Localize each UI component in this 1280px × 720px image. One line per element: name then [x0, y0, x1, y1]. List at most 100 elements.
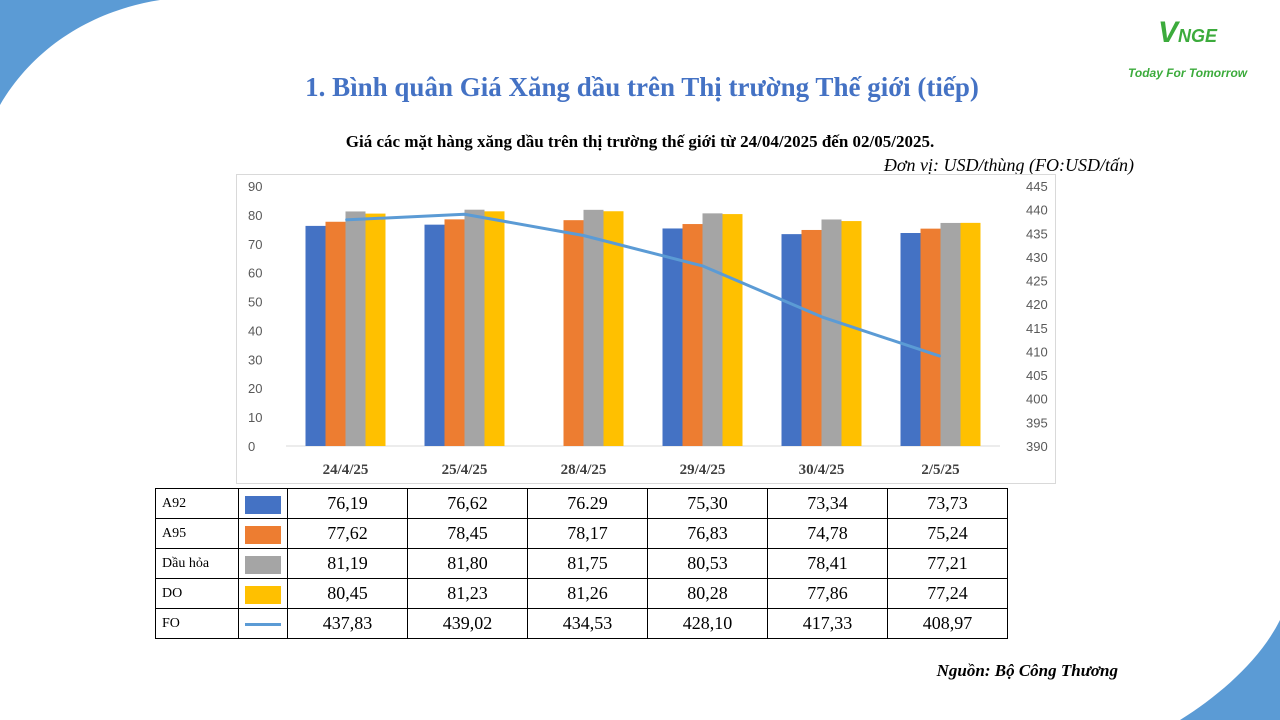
y-right-tick-label: 395: [1026, 415, 1048, 430]
data-cell: 437,83: [287, 608, 408, 639]
data-cell: 77,21: [887, 548, 1008, 579]
y-right-tick-label: 425: [1026, 274, 1048, 289]
bar-a95: [801, 229, 822, 446]
y-right-tick-label: 415: [1026, 321, 1048, 336]
bar-dầu-hỏa: [345, 211, 366, 446]
fo-point: [583, 234, 584, 236]
series-name: A92: [155, 488, 239, 519]
data-cell: 77,62: [287, 518, 408, 549]
x-tick-label: 28/4/25: [561, 462, 607, 478]
fo-line: [345, 212, 941, 358]
bar-a95: [444, 219, 465, 446]
legend-key: [238, 518, 288, 549]
data-cell: 76,19: [287, 488, 408, 519]
data-cell: 76,83: [647, 518, 768, 549]
y-right-tick-label: 430: [1026, 250, 1048, 265]
page-title: 1. Bình quân Giá Xăng dầu trên Thị trườn…: [305, 72, 979, 102]
x-tick-label: 25/4/25: [442, 462, 488, 478]
x-tick-label: 29/4/25: [680, 462, 726, 478]
data-cell: 81,80: [407, 548, 528, 579]
y-left-tick-label: 80: [248, 208, 262, 223]
bar-dầu-hỏa: [464, 209, 485, 446]
data-table: A92 76,19 76,62 76.29 75,30 73,34 73,73 A95 77,6…: [155, 488, 1008, 639]
y-left-tick-label: 40: [248, 323, 262, 338]
data-cell: 75,24: [887, 518, 1008, 549]
data-cell: 75,30: [647, 488, 768, 519]
table-row: DO 80,45 81,23 81,26 80,28 77,86 77,24: [155, 578, 1008, 609]
y-right-tick-label: 405: [1026, 368, 1048, 383]
x-tick-label: 24/4/25: [323, 462, 369, 478]
data-cell: 439,02: [407, 608, 528, 639]
data-cell: 81,23: [407, 578, 528, 609]
data-cell: 81,26: [527, 578, 648, 609]
legend-key: [238, 608, 288, 639]
y-right-tick-label: 390: [1026, 439, 1048, 454]
table-row: A92 76,19 76,62 76.29 75,30 73,34 73,73: [155, 488, 1008, 519]
bar-a95: [325, 221, 346, 446]
bar-dầu-hỏa: [821, 219, 842, 446]
bar-do: [722, 214, 743, 446]
combo-chart: 0 10 20 30 40 50 60 70 80 90 390 395 400 405 410 415 420…: [248, 179, 1048, 478]
legend-swatch: [245, 585, 281, 604]
legend-swatch: [245, 623, 281, 627]
data-cell: 434,53: [527, 608, 648, 639]
bar-dầu-hỏa: [940, 222, 961, 446]
bar-dầu-hỏa: [583, 209, 604, 446]
bar-a92: [305, 225, 326, 446]
bar-a92: [900, 233, 921, 446]
series-name: DO: [155, 578, 239, 609]
legend-key: [238, 548, 288, 579]
data-cell: 76,62: [407, 488, 528, 519]
bar-a92: [781, 234, 802, 446]
logo-mark: VNGE: [1158, 16, 1218, 49]
bar-do: [841, 221, 862, 446]
data-cell: 78,41: [767, 548, 888, 579]
data-cell: 78,45: [407, 518, 528, 549]
y-left-tick-label: 20: [248, 381, 262, 396]
y-right-tick-label: 400: [1026, 392, 1048, 407]
y-left-tick-label: 0: [248, 439, 255, 454]
bar-a95: [920, 228, 941, 446]
logo-tagline: Today For Tomorrow: [1128, 66, 1248, 80]
data-cell: 74,78: [767, 518, 888, 549]
data-cell: 428,10: [647, 608, 768, 639]
data-cell: 76.29: [527, 488, 648, 519]
y-left-tick-label: 30: [248, 352, 262, 367]
data-cell: 80,28: [647, 578, 768, 609]
y-left-tick-label: 90: [248, 179, 262, 194]
y-left-tick-label: 60: [248, 266, 262, 281]
fo-point: [464, 213, 465, 215]
bar-do: [365, 213, 386, 446]
y-right-tick-label: 445: [1026, 179, 1048, 194]
top-left-corner-decoration: [0, 0, 160, 105]
bar-a95: [563, 220, 584, 446]
data-cell: 73,73: [887, 488, 1008, 519]
series-name: A95: [155, 518, 239, 549]
bar-dầu-hỏa: [702, 213, 723, 446]
y-left-tick-label: 50: [248, 295, 262, 310]
data-cell: 77,86: [767, 578, 888, 609]
y-right-tick-label: 410: [1026, 344, 1048, 359]
legend-key: [238, 578, 288, 609]
bar-do: [603, 211, 624, 446]
table-row: Dầu hỏa 81,19 81,80 81,75 80,53 78,41 77,21: [155, 548, 1008, 579]
data-cell: 78,17: [527, 518, 648, 549]
bar-a92: [424, 224, 445, 446]
y-right-tick-label: 435: [1026, 226, 1048, 241]
bar-do: [484, 211, 505, 446]
y-left-tick-label: 10: [248, 410, 262, 425]
table-row: A95 77,62 78,45 78,17 76,83 74,78 75,24: [155, 518, 1008, 549]
fo-point: [345, 219, 346, 221]
data-cell: 73,34: [767, 488, 888, 519]
fo-point: [940, 355, 941, 357]
chart-title: Giá các mặt hàng xăng dầu trên thị trườn…: [345, 132, 935, 151]
data-cell: 417,33: [767, 608, 888, 639]
x-tick-label: 2/5/25: [921, 462, 959, 478]
legend-swatch: [245, 555, 281, 574]
unit-label: Đơn vị: USD/thùng (FO:USD/tấn): [883, 155, 1134, 175]
table-row: FO 437,83 439,02 434,53 428,10 417,33 408,97: [155, 608, 1008, 639]
series-name: FO: [155, 608, 239, 639]
data-cell: 77,24: [887, 578, 1008, 609]
series-name: Dầu hỏa: [155, 548, 239, 579]
x-tick-label: 30/4/25: [799, 462, 845, 478]
